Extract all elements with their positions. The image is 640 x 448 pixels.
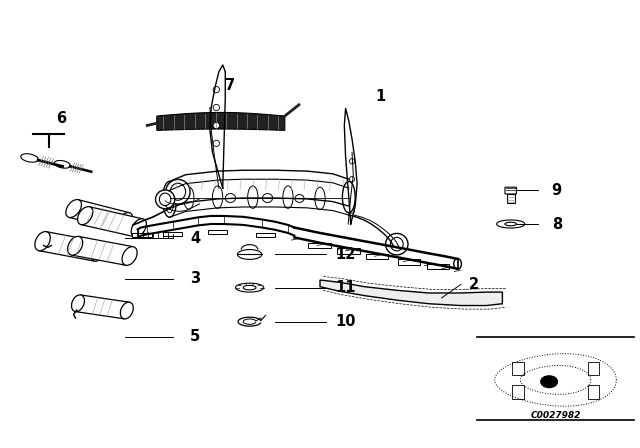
Bar xyxy=(588,362,599,375)
Ellipse shape xyxy=(117,212,132,231)
Ellipse shape xyxy=(497,220,525,228)
Ellipse shape xyxy=(262,194,273,202)
Ellipse shape xyxy=(213,104,220,111)
Polygon shape xyxy=(69,200,129,230)
Ellipse shape xyxy=(20,154,38,162)
Ellipse shape xyxy=(454,258,461,269)
Ellipse shape xyxy=(184,187,194,209)
Ellipse shape xyxy=(349,208,355,213)
Polygon shape xyxy=(81,207,143,237)
Text: C0027982: C0027982 xyxy=(531,411,580,420)
Bar xyxy=(308,243,331,248)
Ellipse shape xyxy=(315,187,325,210)
Polygon shape xyxy=(320,280,502,306)
Ellipse shape xyxy=(77,207,93,225)
Circle shape xyxy=(541,376,557,388)
Ellipse shape xyxy=(165,186,174,213)
Ellipse shape xyxy=(236,283,264,292)
Ellipse shape xyxy=(385,233,408,255)
Ellipse shape xyxy=(122,246,137,265)
Ellipse shape xyxy=(213,122,220,129)
Text: 8: 8 xyxy=(552,216,562,232)
Ellipse shape xyxy=(505,222,516,226)
Bar xyxy=(366,254,388,259)
Text: 6: 6 xyxy=(56,111,66,126)
Ellipse shape xyxy=(170,183,186,200)
Ellipse shape xyxy=(349,192,355,198)
Text: 5: 5 xyxy=(190,329,200,345)
Text: 11: 11 xyxy=(335,280,356,295)
Ellipse shape xyxy=(243,285,256,290)
Ellipse shape xyxy=(120,302,133,319)
Ellipse shape xyxy=(163,181,177,217)
Ellipse shape xyxy=(283,186,293,208)
Polygon shape xyxy=(157,112,285,130)
Ellipse shape xyxy=(237,250,262,259)
Ellipse shape xyxy=(72,295,84,312)
Text: 7: 7 xyxy=(225,78,236,93)
Bar xyxy=(507,194,515,203)
Bar xyxy=(427,264,449,269)
Text: 2: 2 xyxy=(468,277,479,292)
Ellipse shape xyxy=(295,194,304,202)
Bar xyxy=(256,233,275,237)
Polygon shape xyxy=(39,232,102,261)
Bar xyxy=(132,233,152,237)
Ellipse shape xyxy=(131,219,147,237)
Ellipse shape xyxy=(35,232,51,251)
Ellipse shape xyxy=(225,194,236,202)
Ellipse shape xyxy=(68,237,83,255)
FancyBboxPatch shape xyxy=(505,187,516,194)
Ellipse shape xyxy=(212,186,223,208)
Bar xyxy=(512,385,524,399)
Ellipse shape xyxy=(166,180,190,204)
Bar xyxy=(337,248,360,254)
Polygon shape xyxy=(76,295,129,319)
Text: 10: 10 xyxy=(335,314,356,329)
Ellipse shape xyxy=(213,140,220,146)
Ellipse shape xyxy=(349,159,355,164)
Ellipse shape xyxy=(342,181,355,213)
Text: 4: 4 xyxy=(190,231,200,246)
Bar xyxy=(163,232,182,236)
Ellipse shape xyxy=(156,190,175,209)
Bar xyxy=(208,230,227,234)
Bar xyxy=(512,362,524,375)
Text: 1: 1 xyxy=(376,89,386,104)
Ellipse shape xyxy=(54,160,70,168)
Text: 9: 9 xyxy=(552,183,562,198)
Ellipse shape xyxy=(213,86,220,93)
Ellipse shape xyxy=(159,193,171,206)
Text: 12: 12 xyxy=(335,247,356,262)
Ellipse shape xyxy=(248,186,258,208)
Text: 3: 3 xyxy=(190,271,200,286)
Ellipse shape xyxy=(90,242,106,261)
Ellipse shape xyxy=(390,237,403,251)
Ellipse shape xyxy=(66,199,81,218)
Polygon shape xyxy=(72,237,133,265)
Bar xyxy=(398,259,420,265)
Bar xyxy=(588,385,599,399)
Ellipse shape xyxy=(349,177,355,182)
